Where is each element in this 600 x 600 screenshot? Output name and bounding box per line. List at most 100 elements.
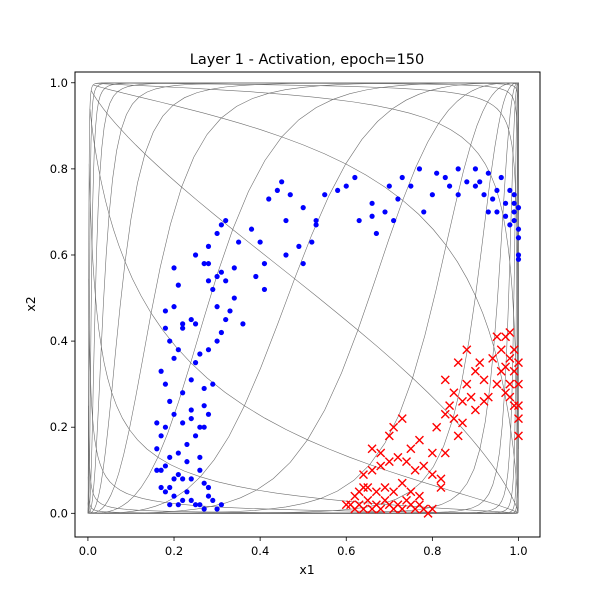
mesh-line-v: [96, 83, 519, 494]
red-x-point: [470, 366, 480, 376]
blue-dot-point: [171, 411, 177, 417]
red-x-point: [509, 366, 519, 376]
red-x-point: [410, 465, 420, 475]
blue-dot-point: [502, 200, 509, 206]
blue-dot-point: [507, 222, 513, 228]
blue-dot-point: [184, 459, 190, 465]
red-x-point: [513, 358, 523, 368]
blue-dot-point: [162, 463, 169, 469]
blue-dot-point: [154, 446, 160, 452]
blue-dot-point: [472, 166, 479, 172]
blue-dot-point: [214, 506, 220, 512]
blue-dot-point: [236, 239, 242, 245]
blue-dot-point: [188, 407, 194, 413]
blue-dot-point: [180, 325, 186, 331]
red-x-point: [389, 487, 399, 497]
blue-dot-point: [395, 196, 401, 202]
blue-dot-point: [188, 316, 194, 323]
blue-dot-point: [421, 209, 427, 215]
blue-dot-point: [485, 209, 491, 215]
blue-dot-point: [300, 205, 306, 211]
red-x-point: [440, 409, 450, 419]
blue-dot-point: [373, 230, 379, 237]
red-x-point: [376, 504, 386, 514]
red-x-point: [350, 491, 360, 501]
blue-dot-point: [408, 183, 414, 189]
blue-dot-point: [399, 174, 405, 181]
red-x-point: [445, 401, 455, 411]
red-x-point: [376, 461, 386, 471]
red-x-point: [513, 431, 523, 441]
blue-dot-point: [201, 260, 207, 267]
blue-dot-point: [197, 467, 203, 473]
red-x-point: [440, 448, 450, 458]
blue-dot-point: [192, 360, 199, 366]
blue-dot-point: [162, 424, 169, 430]
blue-dot-point: [300, 260, 306, 267]
red-x-point: [462, 345, 472, 355]
mesh-line-v: [90, 90, 519, 512]
blue-dot-point: [322, 192, 328, 198]
red-x-point: [479, 396, 489, 406]
blue-dot-point: [416, 166, 423, 172]
blue-dot-point: [472, 183, 479, 189]
red-x-point: [492, 332, 502, 342]
red-x-point: [367, 465, 377, 475]
red-x-point: [432, 422, 442, 432]
blue-dot-point: [511, 209, 517, 215]
blue-dot-point: [253, 273, 259, 280]
blue-dot-point: [296, 243, 302, 249]
blue-dot-point: [205, 493, 212, 499]
red-x-point: [363, 482, 373, 492]
red-x-point: [363, 495, 373, 505]
blue-dot-point: [429, 192, 435, 198]
blue-dot-point: [205, 484, 212, 491]
blue-dot-point: [162, 325, 169, 331]
blue-dot-point: [464, 179, 470, 185]
blue-dot-point: [240, 321, 246, 327]
red-x-point: [436, 482, 446, 492]
blue-dot-point: [180, 497, 186, 504]
blue-dot-point: [158, 467, 164, 473]
blue-dot-point: [205, 347, 212, 353]
blue-dot-point: [192, 502, 199, 508]
blue-dot-point: [223, 217, 229, 224]
blue-dot-point: [477, 179, 483, 185]
blue-dot-point: [498, 174, 504, 181]
red-x-point: [427, 448, 437, 458]
blue-dot-point: [515, 235, 522, 241]
blue-dot-point: [205, 411, 212, 417]
blue-dot-point: [391, 217, 397, 224]
blue-dot-point: [188, 497, 194, 504]
y-tick-label: 1.0: [50, 76, 68, 90]
blue-dot-point: [502, 213, 509, 219]
mesh-line-v: [88, 278, 517, 514]
red-x-point: [496, 345, 506, 355]
red-x-point: [513, 401, 523, 411]
blue-dot-point: [283, 252, 289, 258]
blue-dot-point: [180, 420, 186, 426]
y-tick-label: 0.0: [50, 506, 68, 520]
blue-dot-point: [515, 252, 522, 258]
blue-dot-point: [214, 338, 220, 344]
x-tick-label: 0.2: [165, 544, 183, 558]
blue-dot-point: [218, 329, 224, 336]
red-x-point: [440, 375, 450, 385]
blue-dot-point: [369, 200, 375, 206]
red-x-point: [453, 431, 463, 441]
blue-dot-point: [167, 454, 173, 460]
blue-dot-point: [434, 170, 440, 176]
red-x-point: [470, 405, 480, 415]
mesh-line-v: [89, 108, 519, 514]
blue-dot-point: [223, 278, 229, 284]
blue-dot-point: [171, 265, 177, 271]
red-x-point: [402, 457, 412, 467]
red-x-point: [453, 358, 463, 368]
blue-dot-point: [309, 239, 315, 245]
blue-dot-point: [167, 398, 173, 404]
mesh-line-v: [88, 163, 518, 514]
blue-dot-point: [313, 217, 319, 224]
x-tick-label: 0.8: [423, 544, 441, 558]
blue-dot-point: [218, 222, 224, 228]
